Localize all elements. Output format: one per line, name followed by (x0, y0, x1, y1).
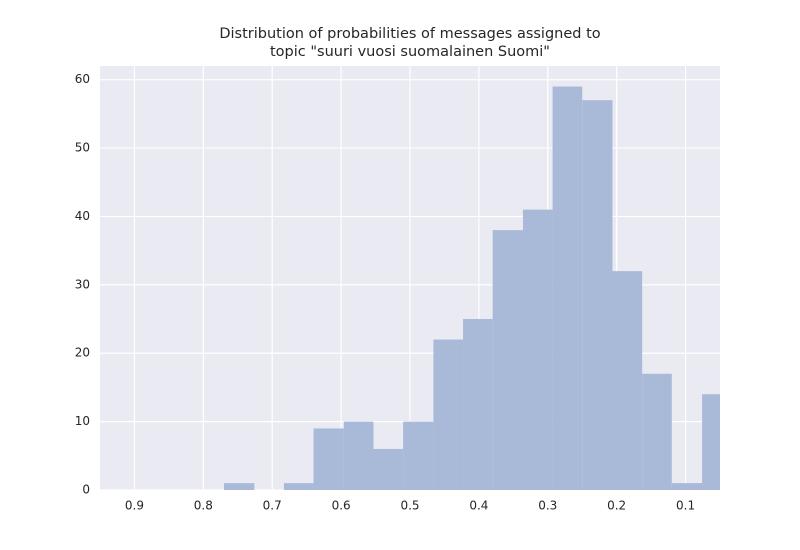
x-tick-label: 0.3 (538, 499, 557, 513)
bar (522, 209, 553, 490)
x-tick-label: 0.2 (607, 499, 626, 513)
y-tick-label: 20 (75, 346, 90, 360)
x-tick-label: 0.5 (400, 499, 419, 513)
y-tick-label: 30 (75, 277, 90, 291)
y-tick-label: 10 (75, 414, 90, 428)
bar (403, 421, 434, 490)
bar (224, 483, 255, 490)
bar (313, 428, 344, 490)
x-tick-label: 0.4 (469, 499, 488, 513)
bar (463, 319, 493, 490)
x-tick-label: 0.6 (332, 499, 351, 513)
bar (671, 483, 703, 490)
x-tick-label: 0.7 (263, 499, 282, 513)
bar (612, 271, 643, 490)
y-tick-label: 50 (75, 141, 90, 155)
y-tick-label: 40 (75, 209, 90, 223)
bar (433, 339, 464, 490)
chart-title: Distribution of probabilities of message… (219, 26, 600, 42)
bar (492, 230, 523, 490)
y-tick-label: 0 (82, 483, 90, 497)
bar (343, 421, 374, 490)
bar (552, 86, 583, 490)
labels: Distribution of probabilities of message… (75, 26, 695, 513)
x-tick-label: 0.8 (194, 499, 213, 513)
bars (224, 86, 720, 490)
bar (582, 100, 613, 490)
bar (283, 483, 314, 490)
chart-title: topic "suuri vuosi suomalainen Suomi" (270, 44, 550, 60)
x-tick-label: 0.9 (125, 499, 144, 513)
bar (642, 373, 672, 490)
bar (373, 448, 404, 490)
bar (702, 394, 720, 490)
x-tick-label: 0.1 (676, 499, 695, 513)
y-tick-label: 60 (75, 72, 90, 86)
